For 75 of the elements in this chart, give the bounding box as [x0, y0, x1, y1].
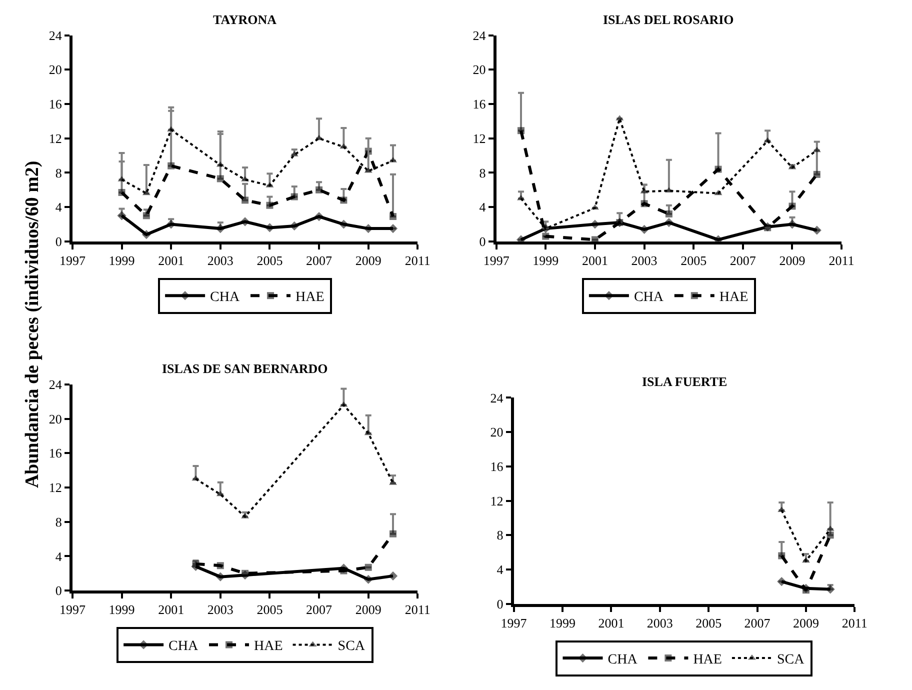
- legend-label: HAE: [296, 290, 324, 306]
- y-tick-label: 20: [472, 62, 486, 78]
- legend-label: HAE: [254, 639, 283, 654]
- y-tick-label: 0: [479, 234, 486, 249]
- y-tick-label: 0: [496, 596, 504, 612]
- y-tick-label: 16: [472, 96, 486, 112]
- chart-title: ISLA FUERTE: [642, 374, 728, 389]
- x-tick-label: 2001: [598, 615, 624, 630]
- y-tick-label: 16: [48, 446, 62, 461]
- y-tick-label: 12: [490, 493, 504, 508]
- x-tick-label: 2003: [631, 253, 658, 268]
- legend-label: SCA: [776, 652, 806, 668]
- legend-label: HAE: [693, 652, 722, 668]
- y-tick-label: 0: [55, 234, 62, 249]
- x-tick-label: 2009: [355, 253, 382, 268]
- y-tick-label: 12: [472, 130, 486, 146]
- x-tick-label: 2001: [158, 602, 184, 618]
- y-tick-label: 24: [490, 390, 504, 406]
- y-tick-label: 4: [55, 200, 62, 215]
- x-tick-label: 2007: [730, 253, 756, 268]
- y-tick-label: 0: [55, 583, 62, 598]
- x-tick-label: 1999: [550, 615, 576, 630]
- x-tick-label: 2009: [792, 615, 819, 630]
- legend-label: CHA: [608, 652, 638, 668]
- x-tick-label: 2011: [828, 253, 854, 268]
- y-tick-label: 20: [48, 62, 62, 78]
- x-tick-label: 2003: [207, 602, 234, 618]
- x-tick-label: 1997: [500, 615, 528, 630]
- x-tick-label: 2007: [306, 253, 333, 268]
- y-tick-label: 20: [490, 424, 504, 440]
- y-tick-label: 24: [48, 28, 62, 43]
- x-tick-label: 2005: [256, 253, 283, 268]
- legend-label: CHA: [210, 290, 241, 306]
- chart-title: ISLAS DEL ROSARIO: [603, 12, 734, 27]
- y-tick-label: 4: [496, 562, 504, 578]
- y-tick-label: 24: [48, 376, 62, 392]
- x-tick-label: 2005: [256, 602, 283, 618]
- x-tick-label: 2003: [646, 615, 673, 630]
- legend-label: HAE: [719, 290, 748, 306]
- y-tick-label: 8: [496, 528, 504, 543]
- x-tick-label: 2011: [404, 253, 430, 268]
- y-tick-label: 12: [48, 480, 62, 496]
- x-tick-label: 2011: [404, 602, 430, 618]
- x-tick-label: 2009: [779, 253, 806, 268]
- x-tick-label: 2009: [355, 602, 382, 618]
- x-tick-label: 2005: [680, 253, 707, 268]
- y-tick-label: 16: [490, 458, 504, 474]
- y-tick-label: 8: [479, 165, 486, 180]
- x-tick-label: 2007: [744, 615, 771, 630]
- x-tick-label: 2011: [842, 615, 868, 630]
- x-tick-label: 1997: [59, 602, 86, 618]
- x-tick-label: 2005: [696, 615, 722, 630]
- x-tick-label: 1997: [59, 253, 86, 268]
- x-tick-label: 1999: [108, 253, 135, 268]
- y-tick-label: 12: [48, 130, 62, 146]
- legend-label: CHA: [634, 290, 664, 306]
- y-tick-label: 16: [48, 96, 62, 112]
- x-tick-label: 2003: [207, 253, 234, 268]
- y-tick-label: 8: [55, 165, 62, 180]
- y-tick-label: 8: [55, 514, 62, 530]
- x-tick-label: 2001: [582, 253, 608, 268]
- legend-label: CHA: [168, 639, 200, 654]
- x-tick-label: 1997: [483, 253, 510, 268]
- chart-title: ISLAS DE SAN BERNARDO: [162, 361, 328, 376]
- y-tick-label: 4: [55, 548, 62, 564]
- x-tick-label: 1999: [532, 253, 559, 268]
- y-axis-title: Abundancia de peces (individuos/60 m2): [22, 160, 43, 488]
- y-tick-label: 4: [479, 200, 486, 215]
- x-tick-label: 1999: [108, 602, 135, 618]
- y-tick-label: 24: [472, 28, 486, 43]
- chart-title: TAYRONA: [213, 12, 278, 27]
- y-tick-label: 20: [48, 411, 62, 426]
- legend-label: SCA: [338, 639, 366, 654]
- x-tick-label: 2001: [158, 253, 184, 268]
- x-tick-label: 2007: [306, 602, 333, 618]
